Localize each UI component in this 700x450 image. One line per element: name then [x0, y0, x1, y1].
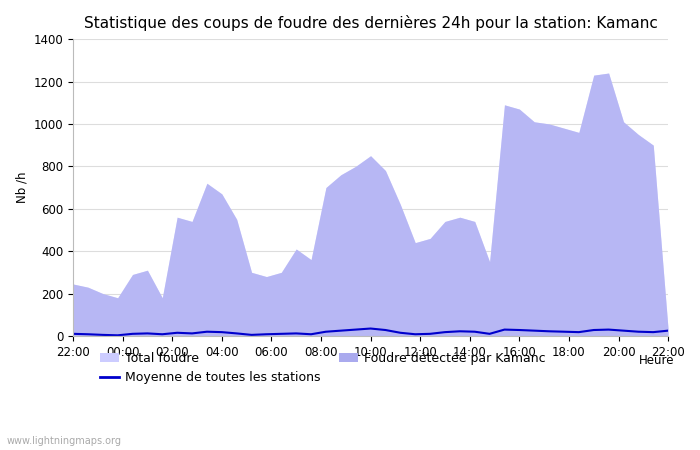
Y-axis label: Nb /h: Nb /h: [15, 172, 28, 203]
Title: Statistique des coups de foudre des dernières 24h pour la station: Kamanc: Statistique des coups de foudre des dern…: [83, 15, 657, 31]
X-axis label: Heure: Heure: [638, 354, 674, 367]
Text: www.lightningmaps.org: www.lightningmaps.org: [7, 436, 122, 446]
Legend: Total foudre, Moyenne de toutes les stations, Foudre détectée par Kamanc: Total foudre, Moyenne de toutes les stat…: [95, 347, 551, 389]
